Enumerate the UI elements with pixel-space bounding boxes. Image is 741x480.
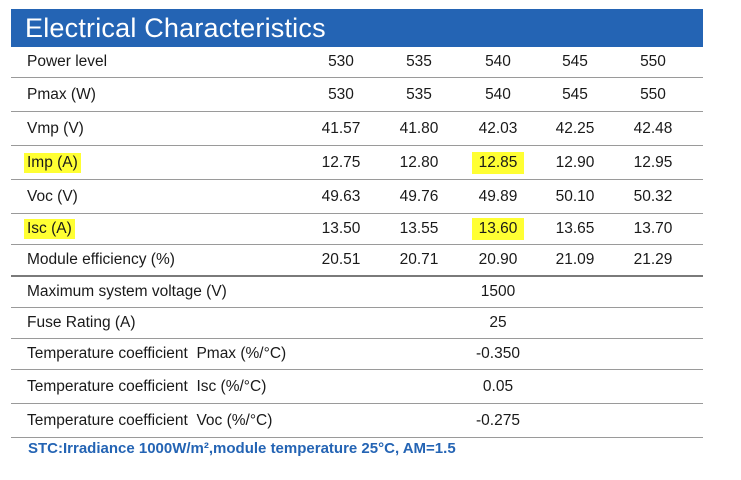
cell-value: 21.29 — [633, 250, 673, 268]
cell-value: 49.63 — [321, 187, 361, 205]
cell-value: 13.50 — [321, 220, 361, 238]
cell-value: 49.89 — [478, 187, 518, 205]
highlight-mark: 12.85 — [471, 151, 525, 174]
cell-value: 21.09 — [555, 250, 595, 268]
row-label-highlighted: Isc (A) — [24, 214, 75, 244]
table-row: Voc (V) 49.63 49.76 49.89 50.10 50.32 — [11, 180, 703, 215]
table-row: Fuse Rating (A) 25 — [11, 308, 703, 339]
row-label: Temperature coefficient Isc (%/°C) — [27, 377, 267, 395]
cell-value: 535 — [406, 53, 432, 71]
table-row: Maximum system voltage (V) 1500 — [11, 277, 703, 308]
cell-value-highlighted: 13.60 — [463, 214, 533, 244]
cell-value: -0.350 — [476, 345, 520, 363]
cell-value: 41.57 — [321, 119, 361, 137]
cell-value: 42.25 — [555, 119, 595, 137]
table-row: Module efficiency (%) 20.51 20.71 20.90 … — [11, 245, 703, 277]
cell-value: 12.95 — [633, 153, 673, 171]
row-label-highlighted: Imp (A) — [24, 146, 81, 179]
row-label: Pmax (W) — [27, 85, 96, 103]
cell-value: 41.80 — [399, 119, 439, 137]
cell-value: 20.71 — [399, 250, 439, 268]
cell-value: 540 — [485, 85, 511, 103]
page-title: Electrical Characteristics — [11, 9, 703, 47]
cell-value: 25 — [489, 313, 507, 331]
row-label: Module efficiency (%) — [27, 250, 175, 268]
cell-value: -0.275 — [476, 411, 520, 429]
highlight-mark: Isc (A) — [24, 219, 75, 240]
cell-value: 535 — [406, 85, 432, 103]
table-row: Imp (A) 12.75 12.80 12.85 12.90 12.95 — [11, 146, 703, 181]
row-label: Temperature coefficient Pmax (%/°C) — [27, 345, 287, 363]
cell-value: 12.75 — [321, 153, 361, 171]
cell-value: 42.03 — [478, 119, 518, 137]
cell-value: 550 — [640, 53, 666, 71]
row-label: Vmp (V) — [27, 119, 84, 137]
table-row: Power level 530 535 540 545 550 — [11, 47, 703, 79]
table-row: Isc (A) 13.50 13.55 13.60 13.65 13.70 — [11, 214, 703, 246]
table-row: Temperature coefficient Voc (%/°C) -0.27… — [11, 404, 703, 439]
cell-value: 530 — [328, 53, 354, 71]
cell-value: 550 — [640, 85, 666, 103]
highlight-mark: 13.60 — [471, 218, 525, 241]
cell-value: 12.90 — [555, 153, 595, 171]
cell-value: 12.80 — [399, 153, 439, 171]
table-row: Temperature coefficient Pmax (%/°C) -0.3… — [11, 339, 703, 371]
cell-value: 545 — [562, 85, 588, 103]
cell-value: 1500 — [480, 282, 516, 300]
row-label: Power level — [27, 53, 108, 71]
cell-value: 545 — [562, 53, 588, 71]
cell-value: 540 — [485, 53, 511, 71]
cell-value: 13.55 — [399, 220, 439, 238]
row-label: Temperature coefficient Voc (%/°C) — [27, 411, 273, 429]
cell-value: 20.51 — [321, 250, 361, 268]
cell-value-highlighted: 12.85 — [463, 146, 533, 179]
row-label: Voc (V) — [27, 187, 78, 205]
cell-value: 20.90 — [478, 250, 518, 268]
cell-value: 530 — [328, 85, 354, 103]
row-label: Maximum system voltage (V) — [27, 282, 227, 300]
table-row: Temperature coefficient Isc (%/°C) 0.05 — [11, 370, 703, 405]
row-label: Fuse Rating (A) — [27, 313, 136, 331]
table-row: Pmax (W) 530 535 540 545 550 — [11, 78, 703, 113]
electrical-characteristics-table: Power level 530 535 540 545 550 Pmax (W)… — [11, 47, 703, 439]
cell-value: 50.10 — [555, 187, 595, 205]
cell-value: 42.48 — [633, 119, 673, 137]
stc-footnote: STC:Irradiance 1000W/m²,module temperatu… — [28, 440, 456, 457]
cell-value: 50.32 — [633, 187, 673, 205]
cell-value: 0.05 — [482, 377, 514, 395]
highlight-mark: Imp (A) — [24, 152, 81, 173]
cell-value: 49.76 — [399, 187, 439, 205]
cell-value: 13.70 — [633, 220, 673, 238]
cell-value: 13.65 — [555, 220, 595, 238]
table-row: Vmp (V) 41.57 41.80 42.03 42.25 42.48 — [11, 112, 703, 147]
